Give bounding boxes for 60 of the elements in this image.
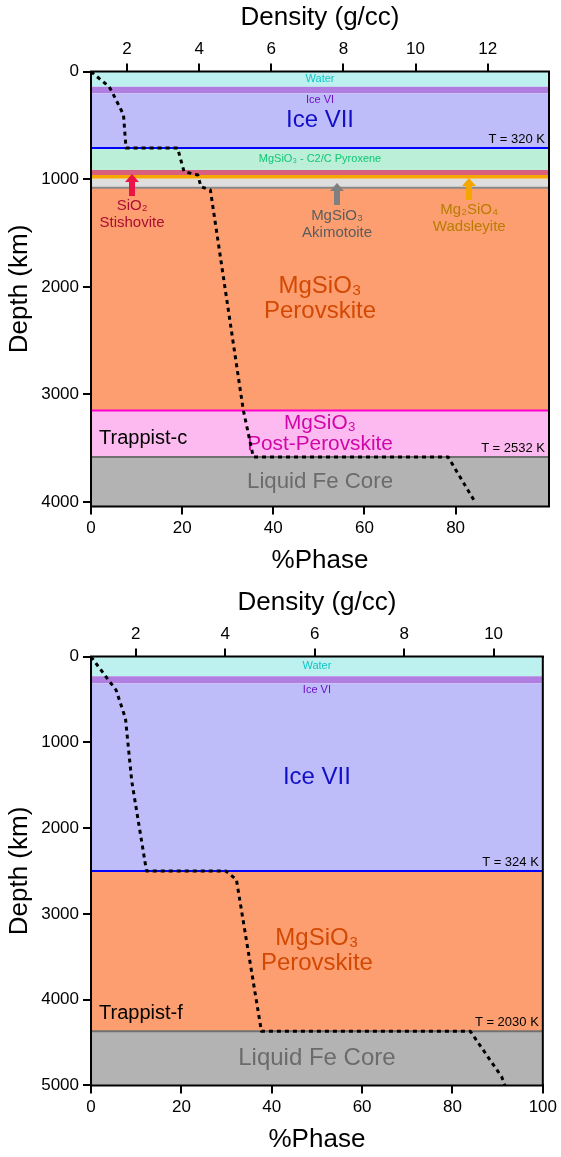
x2-axis-title: Density (g/cc) bbox=[237, 585, 397, 616]
x-tick-label: 0 bbox=[86, 518, 96, 538]
band-label: Water bbox=[302, 659, 332, 672]
x2-tick-label: 10 bbox=[406, 39, 426, 59]
x2-tick-label: 6 bbox=[266, 39, 277, 59]
x2-tick-label: 10 bbox=[484, 624, 504, 644]
annotation: T = 2532 K bbox=[481, 439, 546, 455]
x-tick-label: 80 bbox=[446, 518, 466, 538]
annotation: T = 2030 K bbox=[475, 1014, 540, 1030]
band-label: MgSiO₃ Perovskite bbox=[263, 271, 377, 324]
band-label: Water bbox=[305, 72, 335, 85]
x-tick-label: 20 bbox=[172, 518, 192, 538]
x-tick-label: 60 bbox=[352, 1097, 372, 1117]
annotation: Trappist-f bbox=[99, 1000, 184, 1023]
y-tick-label: 3000 bbox=[41, 384, 80, 404]
x2-tick-label: 6 bbox=[309, 624, 320, 644]
annotation: T = 324 K bbox=[482, 854, 540, 870]
x-axis-title: %Phase bbox=[271, 543, 369, 574]
y-tick-label: 4000 bbox=[41, 989, 80, 1009]
y-tick-label: 5000 bbox=[41, 1075, 80, 1095]
x2-tick-label: 12 bbox=[478, 39, 498, 59]
annotation: SiO₂ Stishovite bbox=[99, 196, 165, 231]
band-label: MgSiO₃ - C2/C Pyroxene bbox=[258, 152, 382, 165]
annotation: T = 320 K bbox=[488, 131, 546, 147]
annotation: Mg₂SiO₄ Wadsleyite bbox=[432, 200, 506, 235]
annotation: Trappist-c bbox=[99, 426, 188, 449]
x-axis-title: %Phase bbox=[268, 1122, 366, 1153]
y-tick-label: 1000 bbox=[41, 168, 80, 188]
y-tick-label: 2000 bbox=[41, 276, 80, 296]
x-tick-label: 20 bbox=[171, 1097, 191, 1117]
band-label: Liquid Fe Core bbox=[238, 1043, 396, 1071]
x-tick-label: 40 bbox=[262, 1097, 282, 1117]
x2-tick-label: 8 bbox=[338, 39, 349, 59]
x-tick-label: 0 bbox=[86, 1097, 96, 1117]
x2-tick-label: 4 bbox=[220, 624, 230, 644]
band-label: Ice VII bbox=[285, 105, 355, 133]
x2-tick-label: 2 bbox=[131, 624, 141, 644]
band-label: MgSiO₃ Post-Perovskite bbox=[247, 409, 393, 455]
y-tick-label: 1000 bbox=[41, 732, 80, 752]
y-tick-label: 4000 bbox=[41, 491, 80, 511]
annotation: MgSiO₃ Akimotoite bbox=[302, 206, 373, 241]
x-tick-label: 100 bbox=[528, 1097, 558, 1117]
band-label: Ice VI bbox=[302, 682, 331, 695]
x-tick-label: 80 bbox=[443, 1097, 462, 1117]
x2-tick-label: 2 bbox=[122, 39, 132, 59]
band-label: Liquid Fe Core bbox=[246, 467, 394, 493]
y-tick-label: 0 bbox=[69, 646, 80, 666]
y-axis-title: Depth (km) bbox=[2, 224, 33, 354]
x-tick-label: 60 bbox=[354, 518, 374, 538]
y-tick-label: 3000 bbox=[41, 903, 80, 923]
y-tick-label: 2000 bbox=[41, 817, 80, 837]
x2-tick-label: 8 bbox=[399, 624, 409, 644]
y-tick-label: 0 bbox=[69, 61, 80, 81]
band-label: Ice VI bbox=[305, 92, 335, 105]
band-label: MgSiO₃ Perovskite bbox=[260, 923, 373, 976]
band-label: Ice VII bbox=[282, 761, 351, 789]
y-axis-title: Depth (km) bbox=[2, 806, 33, 936]
x2-tick-label: 4 bbox=[194, 39, 204, 59]
x-tick-label: 40 bbox=[263, 518, 283, 538]
x2-axis-title: Density (g/cc) bbox=[240, 0, 400, 31]
